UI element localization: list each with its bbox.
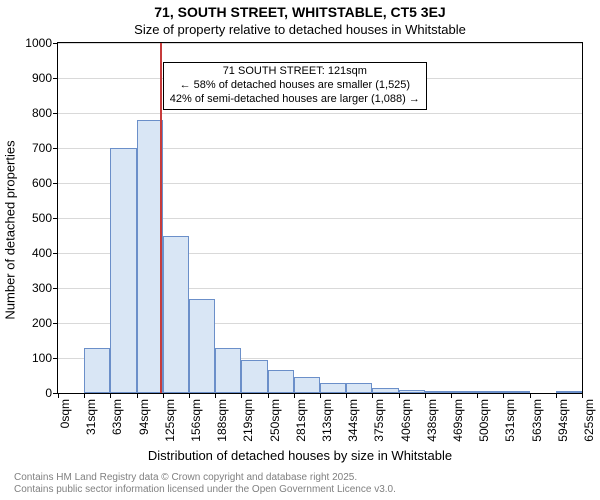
footer-line-1: Contains HM Land Registry data © Crown c… — [14, 472, 396, 484]
x-tick-mark — [530, 393, 531, 398]
footer-attribution: Contains HM Land Registry data © Crown c… — [14, 472, 396, 496]
gridline — [58, 113, 582, 114]
x-tick-mark — [451, 393, 452, 398]
x-tick-label: 94sqm — [137, 399, 151, 435]
x-tick-label: 281sqm — [294, 399, 308, 442]
histogram-bar — [84, 348, 110, 394]
histogram-bar — [372, 388, 398, 393]
annotation-line-1: 71 SOUTH STREET: 121sqm — [170, 65, 420, 79]
x-axis-label: Distribution of detached houses by size … — [0, 448, 600, 463]
x-tick-label: 469sqm — [451, 399, 465, 442]
y-tick-mark — [53, 253, 58, 254]
x-tick-mark — [189, 393, 190, 398]
histogram-bar — [110, 148, 136, 393]
y-tick-label: 300 — [32, 281, 52, 295]
annotation-line-3: 42% of semi-detached houses are larger (… — [170, 93, 420, 107]
histogram-chart: 71, SOUTH STREET, WHITSTABLE, CT5 3EJ Si… — [0, 0, 600, 500]
annotation-box: 71 SOUTH STREET: 121sqm← 58% of detached… — [163, 62, 427, 109]
x-tick-mark — [137, 393, 138, 398]
x-tick-label: 313sqm — [320, 399, 334, 442]
histogram-bar — [425, 391, 451, 393]
histogram-bar — [477, 391, 503, 393]
histogram-bar — [399, 390, 425, 394]
x-tick-label: 63sqm — [110, 399, 124, 435]
x-tick-mark — [215, 393, 216, 398]
x-tick-mark — [346, 393, 347, 398]
y-tick-label: 700 — [32, 141, 52, 155]
annotation-line-2: ← 58% of detached houses are smaller (1,… — [170, 79, 420, 93]
y-tick-label: 500 — [32, 211, 52, 225]
y-tick-mark — [53, 113, 58, 114]
x-tick-mark — [582, 393, 583, 398]
x-tick-label: 531sqm — [503, 399, 517, 442]
histogram-bar — [503, 391, 529, 393]
x-tick-label: 156sqm — [189, 399, 203, 442]
x-tick-mark — [372, 393, 373, 398]
y-tick-label: 100 — [32, 351, 52, 365]
x-tick-label: 375sqm — [372, 399, 386, 442]
x-tick-mark — [58, 393, 59, 398]
x-tick-label: 500sqm — [477, 399, 491, 442]
x-tick-mark — [110, 393, 111, 398]
histogram-bar — [451, 391, 477, 393]
x-tick-mark — [84, 393, 85, 398]
histogram-bar — [215, 348, 241, 394]
y-tick-label: 400 — [32, 246, 52, 260]
histogram-bar — [189, 299, 215, 394]
histogram-bar — [294, 377, 320, 393]
histogram-bar — [556, 391, 582, 393]
x-tick-label: 188sqm — [215, 399, 229, 442]
footer-line-2: Contains public sector information licen… — [14, 484, 396, 496]
x-tick-mark — [241, 393, 242, 398]
x-tick-mark — [163, 393, 164, 398]
x-tick-mark — [503, 393, 504, 398]
x-tick-mark — [477, 393, 478, 398]
gridline — [58, 43, 582, 44]
x-tick-label: 0sqm — [58, 399, 72, 428]
y-axis-label: Number of detached properties — [3, 140, 18, 319]
plot-area: 010020030040050060070080090010000sqm31sq… — [57, 42, 583, 394]
histogram-bar — [241, 360, 267, 393]
y-tick-mark — [53, 148, 58, 149]
y-tick-mark — [53, 218, 58, 219]
histogram-bar — [320, 383, 346, 394]
y-tick-mark — [53, 78, 58, 79]
y-tick-label: 1000 — [25, 36, 52, 50]
x-tick-label: 438sqm — [425, 399, 439, 442]
x-tick-mark — [320, 393, 321, 398]
y-tick-mark — [53, 323, 58, 324]
x-tick-label: 406sqm — [399, 399, 413, 442]
x-tick-label: 250sqm — [268, 399, 282, 442]
y-tick-mark — [53, 43, 58, 44]
y-tick-label: 200 — [32, 316, 52, 330]
y-tick-mark — [53, 288, 58, 289]
chart-subtitle: Size of property relative to detached ho… — [0, 22, 600, 37]
y-tick-mark — [53, 358, 58, 359]
y-tick-label: 900 — [32, 71, 52, 85]
x-tick-label: 625sqm — [582, 399, 596, 442]
y-tick-label: 600 — [32, 176, 52, 190]
histogram-bar — [268, 370, 294, 393]
x-tick-mark — [425, 393, 426, 398]
x-tick-label: 563sqm — [530, 399, 544, 442]
x-tick-label: 31sqm — [84, 399, 98, 435]
x-tick-mark — [556, 393, 557, 398]
histogram-bar — [163, 236, 189, 394]
x-tick-mark — [399, 393, 400, 398]
x-tick-label: 594sqm — [556, 399, 570, 442]
y-tick-mark — [53, 183, 58, 184]
x-tick-label: 125sqm — [163, 399, 177, 442]
x-tick-label: 344sqm — [346, 399, 360, 442]
histogram-bar — [346, 383, 372, 394]
x-tick-label: 219sqm — [241, 399, 255, 442]
y-tick-label: 800 — [32, 106, 52, 120]
x-tick-mark — [294, 393, 295, 398]
property-marker-line — [160, 43, 162, 393]
x-tick-mark — [268, 393, 269, 398]
chart-title: 71, SOUTH STREET, WHITSTABLE, CT5 3EJ — [0, 4, 600, 20]
y-tick-label: 0 — [45, 386, 52, 400]
